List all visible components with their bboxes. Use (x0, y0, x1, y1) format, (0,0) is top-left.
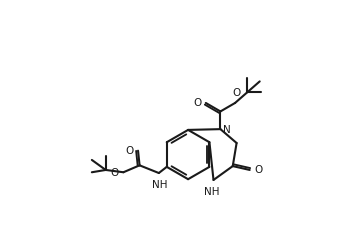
Text: O: O (232, 88, 241, 98)
Text: O: O (193, 98, 201, 108)
Text: O: O (111, 168, 119, 178)
Text: NH: NH (204, 187, 220, 197)
Text: N: N (223, 125, 231, 135)
Text: NH: NH (152, 180, 167, 190)
Text: O: O (254, 165, 262, 175)
Text: O: O (125, 146, 134, 156)
